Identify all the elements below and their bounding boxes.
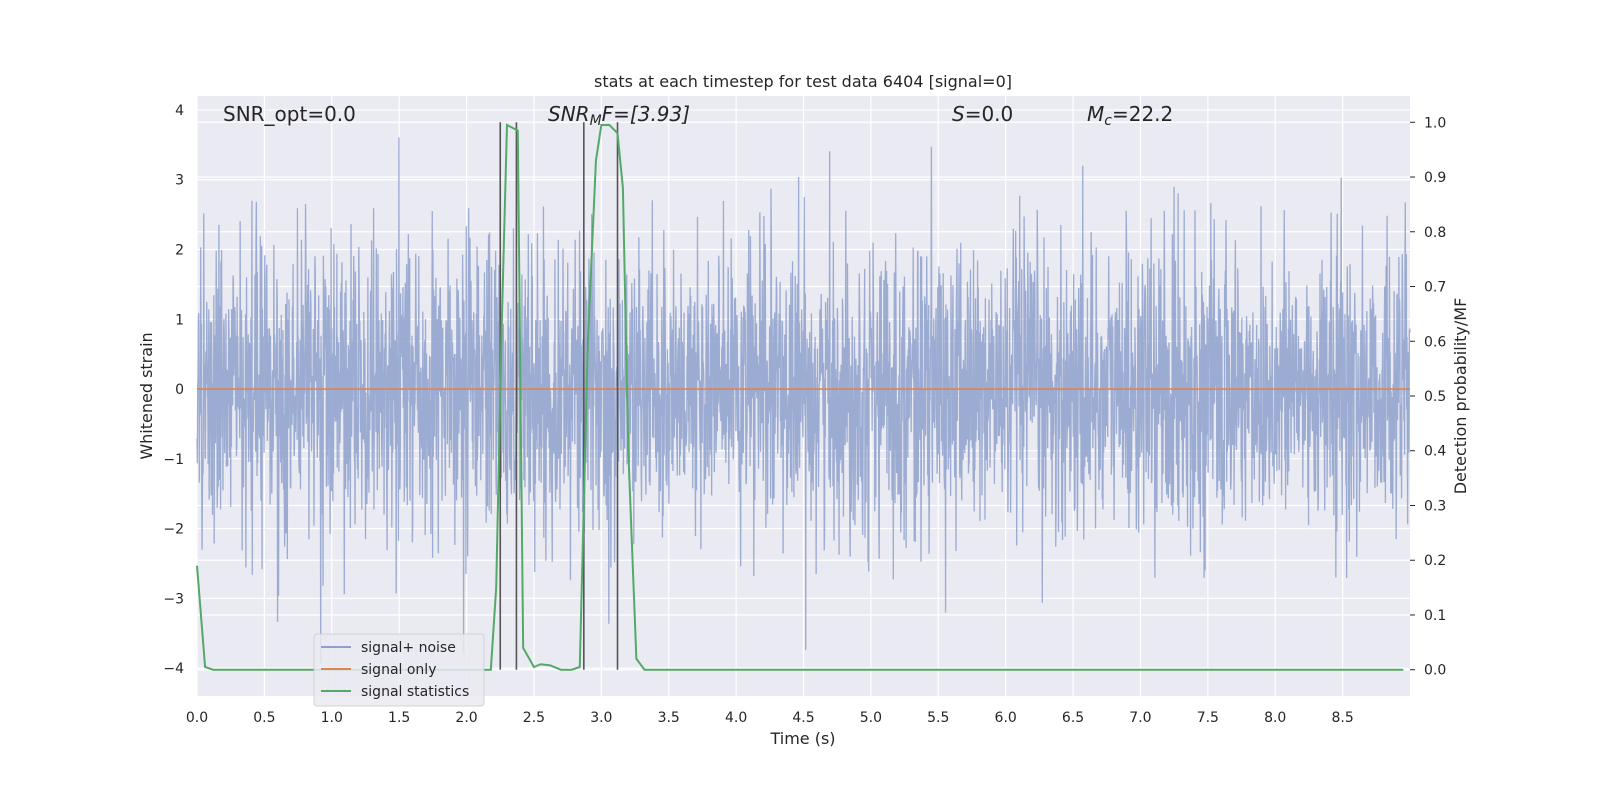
x-tick-label: 6.0 [995,710,1017,726]
x-tick-label: 7.5 [1197,710,1219,726]
tick-labels: 0.0 0.5 1.0 1.5 2.0 2.5 3.0 3.5 4.0 4.5 5.0 5.5 6.0 6… [163,103,1446,726]
x-tick-label: 8.0 [1264,710,1286,726]
y2-tick-label: 0.1 [1424,608,1446,624]
x-tick-label: 2.0 [455,710,477,726]
x-tick-label: 7.0 [1129,710,1151,726]
x-tick-label: 1.0 [321,710,343,726]
snr-opt-annotation: SNR_opt=0.0 [223,102,356,126]
x-tick-label: 0.0 [186,710,208,726]
x-tick-label: 6.5 [1062,710,1084,726]
y2-tick-label: 1.0 [1424,115,1446,131]
y2-tick-label: 0.5 [1424,389,1446,405]
legend-label-noise: signal+ noise [361,640,456,656]
x-tick-label: 5.0 [860,710,882,726]
y2-tick-label: 0.7 [1424,280,1446,296]
y-tick-label: −4 [163,661,184,677]
y-tick-label: 0 [175,382,184,398]
y2-tick-label: 0.0 [1424,663,1446,679]
x-tick-label: 1.5 [388,710,410,726]
y-tick-label: 4 [175,103,184,119]
legend-label-stats: signal statistics [361,684,469,700]
y-tick-label: −1 [163,452,184,468]
noise-series [196,137,1411,664]
y2-tick-label: 0.6 [1424,334,1446,350]
y-tick-label: 1 [175,312,184,328]
s-annotation: S=0.0 [952,102,1013,126]
y-axis-label: Whitened strain [137,332,156,459]
legend: signal+ noise signal only signal statist… [313,633,485,707]
x-tick-label: 5.5 [927,710,949,726]
y2-axis-label: Detection probability/MF [1451,298,1470,495]
legend-label-signal: signal only [361,662,436,678]
x-tick-label: 4.0 [725,710,747,726]
snr-mf-annotation: SNRMF=[3.93] [548,102,690,129]
x-tick-label: 2.5 [523,710,545,726]
y2-tick-label: 0.9 [1424,170,1446,186]
x-tick-label: 0.5 [253,710,275,726]
chart-title: stats at each timestep for test data 640… [594,72,1012,91]
y-tick-label: −3 [163,591,184,607]
y2-tick-label: 0.3 [1424,498,1446,514]
y2-tick-label: 0.4 [1424,444,1446,460]
y-tick-label: 3 [175,173,184,189]
x-tick-label: 3.5 [658,710,680,726]
x-tick-label: 3.0 [590,710,612,726]
y-tick-label: 2 [175,242,184,258]
x-tick-label: 4.5 [792,710,814,726]
x-axis-label: Time (s) [769,729,835,748]
mc-annotation: Mc=22.2 [1087,102,1173,129]
y-tick-label: −2 [163,522,184,538]
y2-tick-label: 0.8 [1424,225,1446,241]
noise-line [196,137,1411,664]
x-tick-label: 8.5 [1331,710,1353,726]
y2-tick-label: 0.2 [1424,553,1446,569]
